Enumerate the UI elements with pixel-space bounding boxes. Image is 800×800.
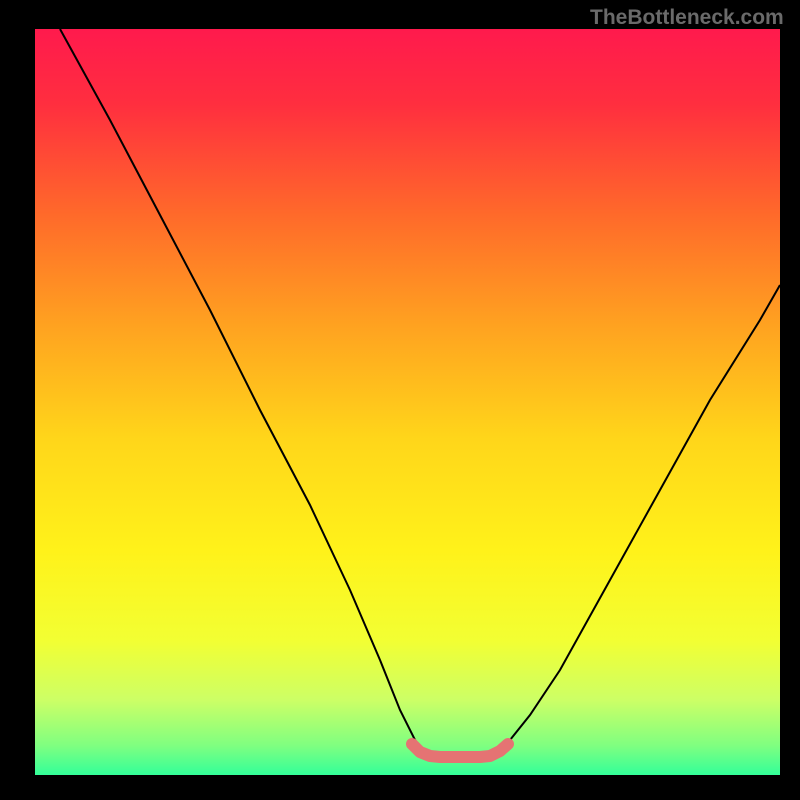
plot-background bbox=[35, 29, 780, 775]
watermark-text: TheBottleneck.com bbox=[590, 6, 784, 30]
chart-container: TheBottleneck.com bbox=[0, 0, 800, 800]
chart-svg bbox=[0, 0, 800, 800]
